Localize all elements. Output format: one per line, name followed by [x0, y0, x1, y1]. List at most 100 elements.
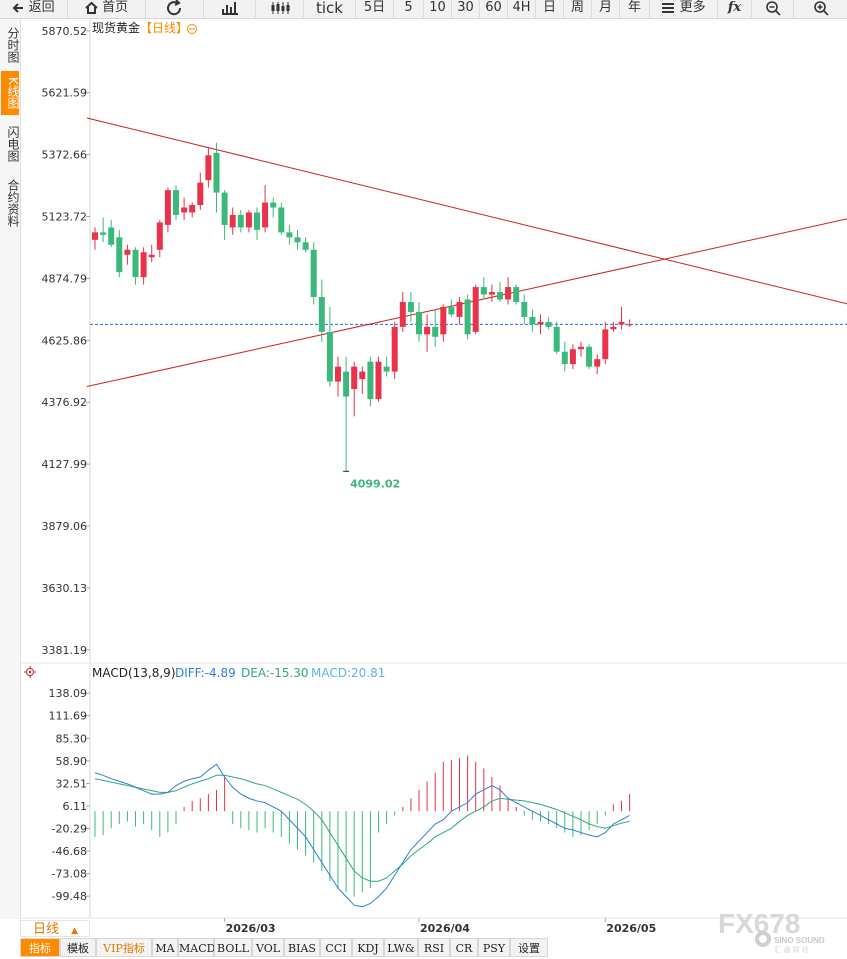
period-tab-3[interactable]: 10	[424, 0, 452, 18]
candle-body	[553, 326, 560, 352]
candle-body	[367, 361, 374, 399]
candle-body	[618, 321, 625, 325]
indicator-tab-12[interactable]: CR	[450, 938, 478, 957]
indicator-tab-14[interactable]: 设置	[510, 938, 548, 957]
period-tab-2[interactable]: 5	[394, 0, 424, 18]
indicator-tab-10[interactable]: LW&	[384, 938, 418, 957]
chart-type-bar-button[interactable]	[204, 0, 256, 18]
indicator-tab-1[interactable]: 模板	[60, 938, 96, 957]
macd-axis: 138.09 111.69 85.30 58.90 32.51 6.11 -20.29 -46…	[49, 687, 90, 903]
candle-body	[318, 297, 325, 332]
fx-icon: fx	[727, 0, 742, 15]
formula-button[interactable]: fx	[718, 0, 752, 18]
candle-body	[456, 301, 463, 317]
candle-body	[124, 249, 131, 255]
indicator-tab-9[interactable]: KDJ	[352, 938, 384, 957]
candle-body	[262, 202, 269, 228]
candle-body	[140, 252, 147, 278]
zoom-in-icon	[813, 1, 829, 16]
price-tick-label: 5621.59	[42, 87, 88, 100]
triangle-up-icon: ▲	[71, 926, 79, 936]
price-tick-label: 4127.99	[42, 458, 88, 471]
period-tab-6[interactable]: 4H	[508, 0, 536, 18]
candle-body	[254, 212, 260, 230]
period-tab-4[interactable]: 30	[452, 0, 480, 18]
interval-selector[interactable]: 日线 ▲	[20, 920, 90, 937]
candle-body	[156, 222, 163, 250]
back-button[interactable]: 返回	[0, 0, 68, 18]
indicator-tab-4[interactable]: MACD	[178, 938, 215, 957]
candle-body	[205, 155, 212, 181]
period-tab-5[interactable]: 60	[480, 0, 508, 18]
time-tick-label: 2026/05	[606, 922, 656, 935]
indicator-tab-11[interactable]: RSI	[418, 938, 450, 957]
candle-body	[245, 212, 252, 228]
zoom-in-button[interactable]	[794, 0, 847, 18]
side-tab-2[interactable]: 闪电图	[6, 126, 20, 162]
candle-body	[132, 249, 139, 278]
macd-diff-value: DIFF:-4.89	[175, 666, 236, 680]
price-tick-label: 5372.66	[42, 149, 88, 162]
more-button[interactable]: 更多	[650, 0, 718, 18]
candle-body	[561, 351, 568, 365]
macd-tick-label: 138.09	[49, 687, 88, 700]
macd-lines	[94, 763, 630, 908]
candle-body	[181, 207, 188, 213]
back-label: 返回	[28, 0, 55, 15]
side-tab-1[interactable]: K线图	[1, 71, 20, 115]
refresh-button[interactable]	[146, 0, 204, 18]
period-tab-8[interactable]: 周	[564, 0, 592, 18]
time-axis: 2026/03 2026/04 2026/05	[224, 918, 656, 935]
side-tab-3[interactable]: 合约资料	[6, 179, 20, 227]
candle-body	[578, 346, 584, 350]
price-tick-label: 3381.19	[42, 644, 88, 657]
zoom-out-button[interactable]	[752, 0, 794, 18]
candle-body	[586, 346, 593, 367]
indicator-tab-8[interactable]: CCI	[320, 938, 352, 957]
indicator-tab-6[interactable]: VOL	[252, 938, 284, 957]
indicator-tab-5[interactable]: BOLL	[214, 938, 252, 957]
candle-body	[326, 331, 333, 382]
indicator-tab-3[interactable]: MA	[152, 938, 178, 957]
candle-body	[497, 292, 503, 300]
indicator-tab-7[interactable]: BIAS	[284, 938, 320, 957]
chart-type-candle-button[interactable]	[256, 0, 304, 18]
zoom-out-icon	[765, 1, 781, 16]
min-price-label: 4099.02	[350, 477, 400, 490]
indicator-settings-icon[interactable]	[24, 666, 36, 678]
macd-hist-value: MACD:20.81	[311, 666, 385, 680]
period-tab-10[interactable]: 年	[620, 0, 650, 18]
macd-tick-label: 6.11	[63, 800, 88, 813]
svg-text:汇 通 财 经: 汇 通 财 经	[774, 945, 809, 954]
candle-body	[383, 366, 390, 372]
candle-body	[229, 214, 236, 228]
candle-body	[545, 321, 552, 327]
period-tab-7[interactable]: 日	[536, 0, 564, 18]
candle-body	[399, 301, 406, 327]
period-tab-9[interactable]: 月	[592, 0, 620, 18]
candle-body	[343, 371, 350, 397]
indicator-tab-bar: 指标 模板 VIP指标 MA MACD BOLL VOL BIAS CCI KDJ LW& RSI CR…	[20, 938, 580, 958]
indicator-tab-0[interactable]: 指标	[20, 938, 60, 957]
candle-body	[310, 249, 317, 298]
home-button[interactable]: 首页	[68, 0, 146, 18]
candle-body	[148, 254, 155, 258]
candle-body	[92, 232, 98, 240]
indicator-tab-2[interactable]: VIP指标	[96, 938, 152, 957]
candle-body	[513, 287, 520, 302]
more-label: 更多	[679, 0, 706, 15]
macd-label: MACD(13,8,9)	[92, 666, 176, 680]
side-tab-0[interactable]: 分时图	[6, 27, 20, 63]
instrument-title: 现货黄金	[92, 20, 140, 35]
circle-minus-icon[interactable]	[187, 24, 197, 34]
period-tab-0[interactable]: tick	[304, 0, 356, 18]
indicator-tab-13[interactable]: PSY	[478, 938, 510, 957]
candle-body	[440, 306, 447, 335]
macd-tick-label: -73.08	[52, 868, 87, 881]
candlestick-icon	[271, 1, 289, 14]
period-tab-1[interactable]: 5日	[356, 0, 394, 18]
interval-selector-label: 日线	[33, 922, 60, 937]
candle-body	[416, 311, 422, 335]
view-side-tabs: 分时图 K线图闪电图合约资料	[0, 19, 21, 919]
